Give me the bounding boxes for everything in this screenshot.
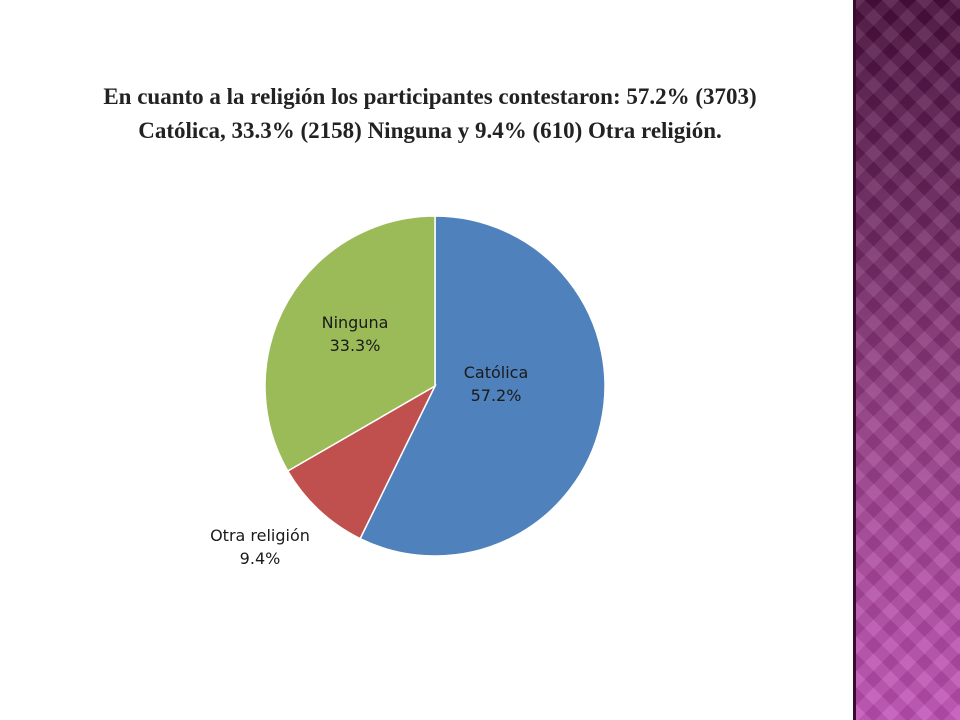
slice-value-otra-religion: 9.4% <box>240 549 281 568</box>
slide-title: En cuanto a la religión los participante… <box>30 80 830 148</box>
pie-slice-catolica <box>359 215 606 557</box>
slice-value-catolica: 57.2% <box>471 386 522 405</box>
decorative-side-band <box>855 0 960 720</box>
slice-value-ninguna: 33.3% <box>330 336 381 355</box>
pie-slice-ninguna <box>264 215 436 473</box>
pie-slice-otra-religion <box>286 384 437 540</box>
slice-label-ninguna: Ninguna <box>322 313 389 332</box>
title-line-2: Católica, 33.3% (2158) Ninguna y 9.4% (6… <box>138 118 722 143</box>
slice-label-catolica: Católica <box>464 363 529 382</box>
title-line-1: En cuanto a la religión los participante… <box>103 84 757 109</box>
side-band-edge <box>853 0 856 720</box>
slice-label-otra-religion: Otra religión <box>210 526 310 545</box>
